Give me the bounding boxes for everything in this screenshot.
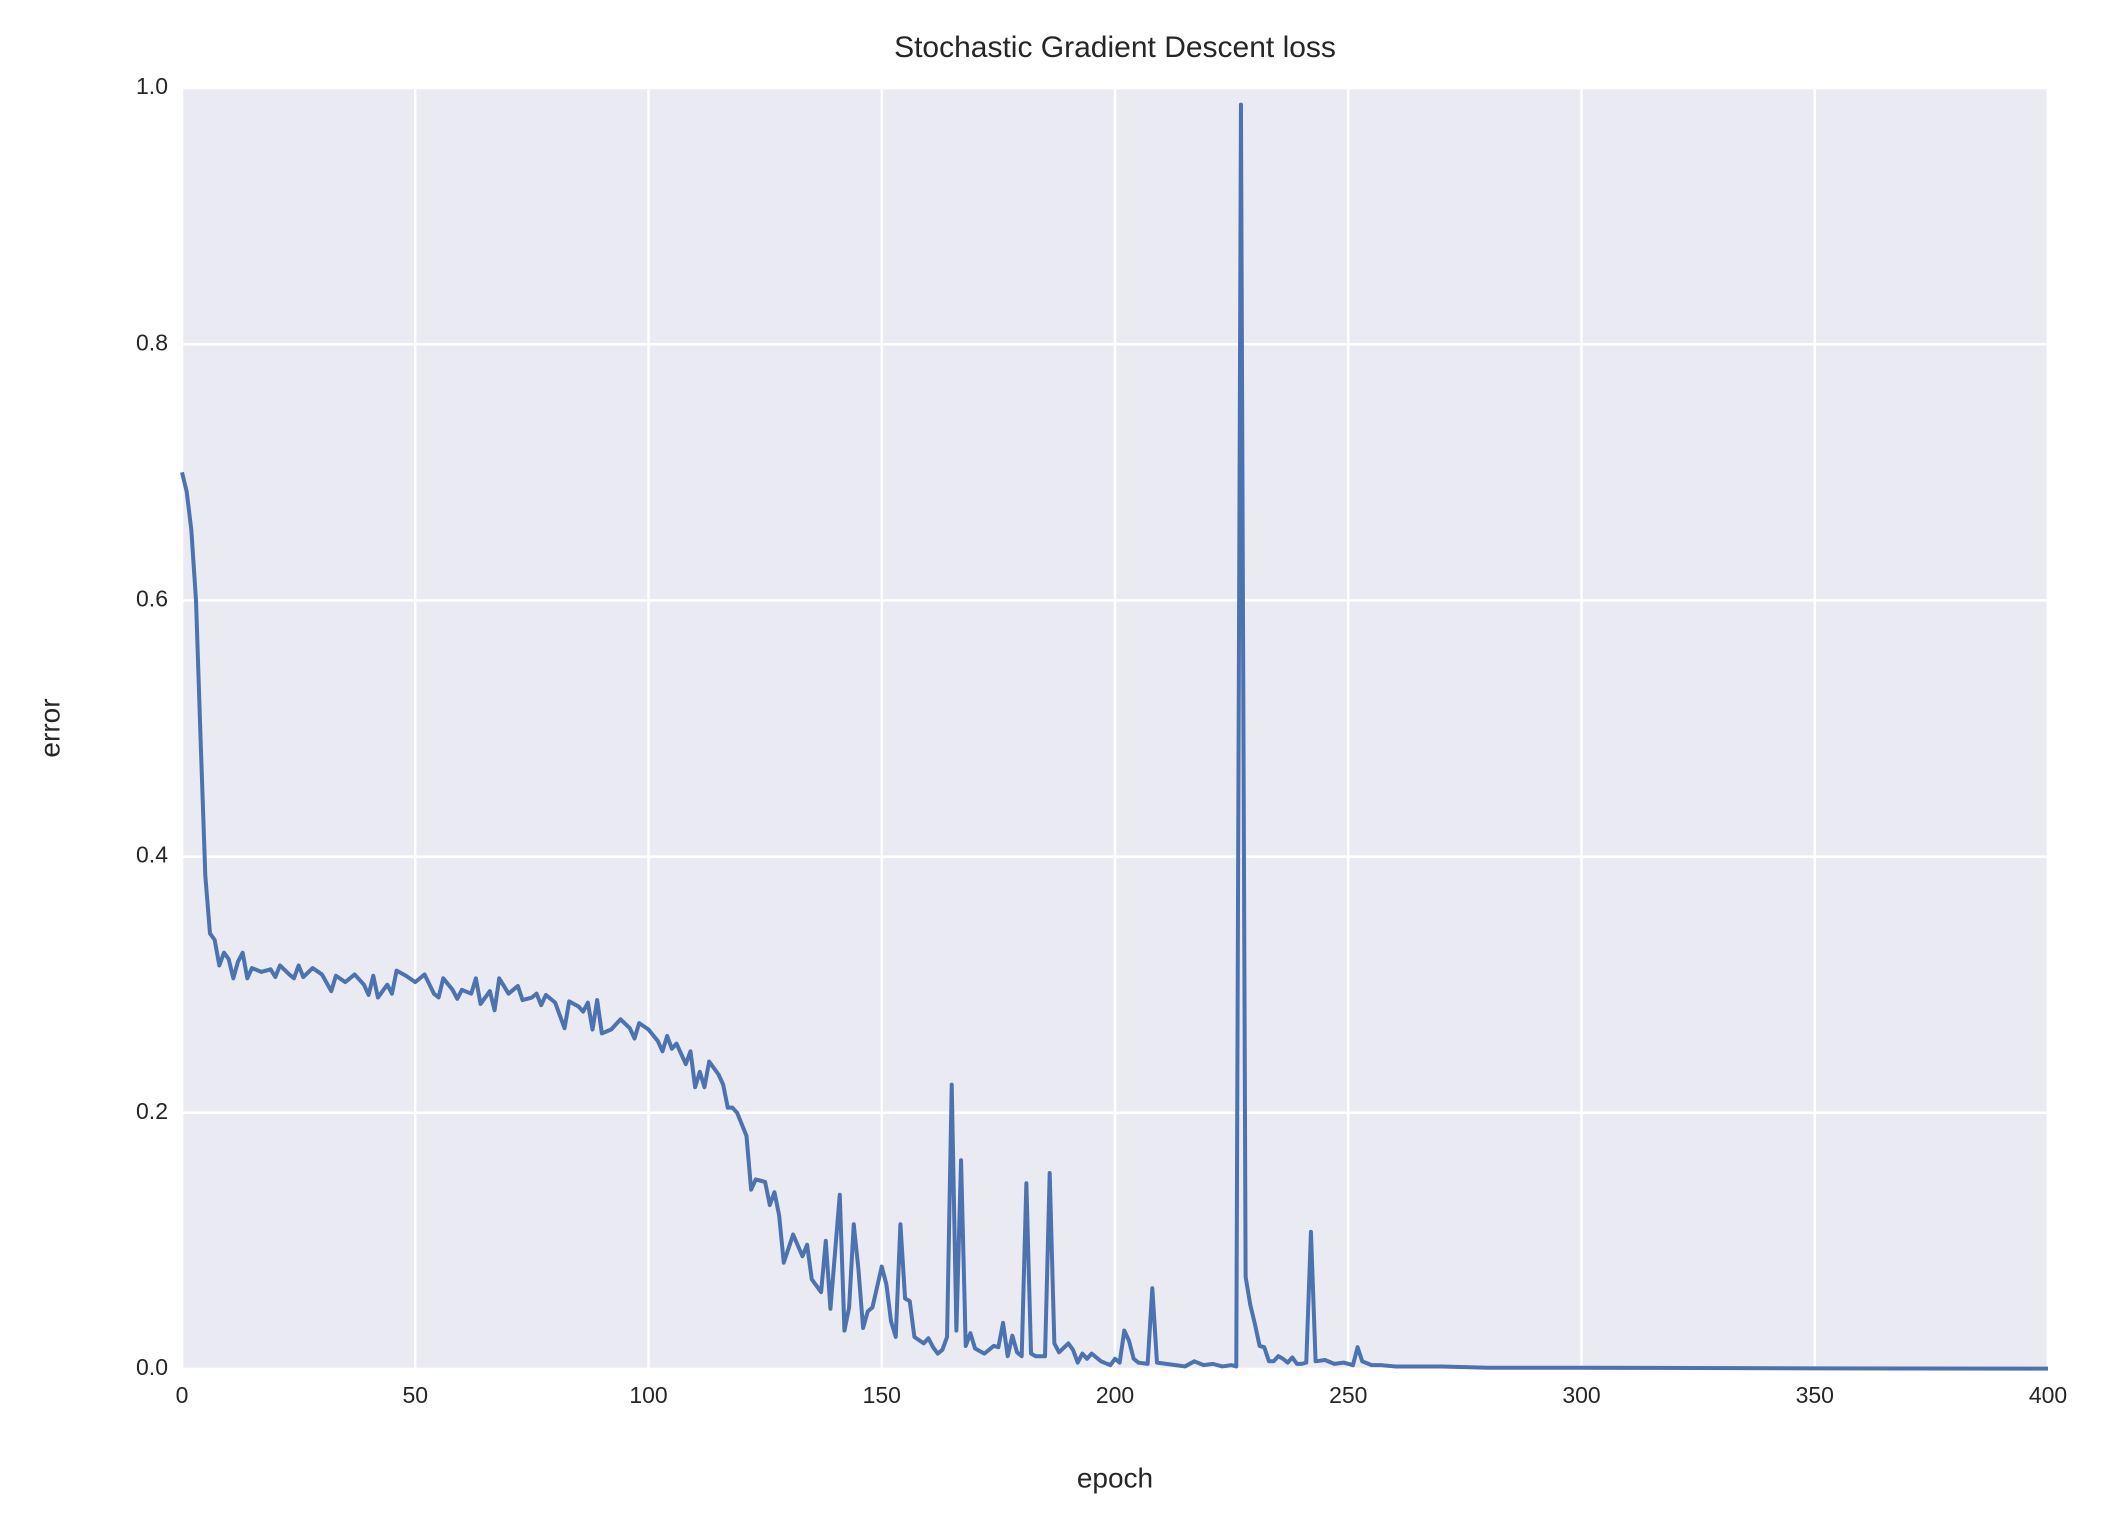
line xyxy=(180,102,2049,1371)
x-tick-label: 150 xyxy=(863,1382,901,1408)
y-tick-label: 0.4 xyxy=(136,842,168,868)
y-tick-label: 0.8 xyxy=(136,329,168,355)
y-tick-label: 0.0 xyxy=(136,1354,168,1380)
chart-title: Stochastic Gradient Descent loss xyxy=(894,31,1336,64)
x-tick-label: 0 xyxy=(176,1382,189,1408)
x-tick-label: 250 xyxy=(1329,1382,1367,1408)
x-axis-label: epoch xyxy=(1077,1462,1153,1493)
y-tick-label: 1.0 xyxy=(136,73,168,99)
y-tick-label: 0.2 xyxy=(136,1098,168,1124)
x-tick-label: 300 xyxy=(1562,1382,1600,1408)
x-tick-label: 50 xyxy=(402,1382,428,1408)
x-tick-label: 200 xyxy=(1096,1382,1134,1408)
x-tick-label: 100 xyxy=(629,1382,667,1408)
x-tick-label: 400 xyxy=(2029,1382,2067,1408)
y-axis-label: error xyxy=(34,698,65,757)
x-tick-label: 350 xyxy=(1796,1382,1834,1408)
y-tick-label: 0.6 xyxy=(136,585,168,611)
